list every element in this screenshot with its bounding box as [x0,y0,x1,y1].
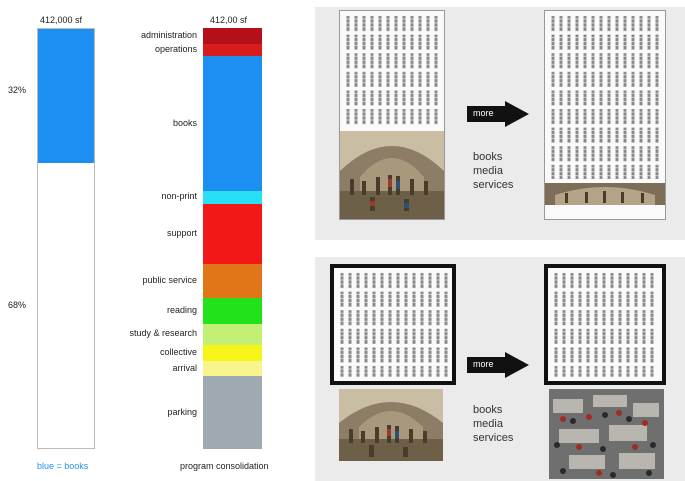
top-more-arrow: more [467,101,531,132]
left-bar-books-segment [38,29,94,164]
program-segment-label: study & research [129,328,197,339]
top-future-painting-image [545,183,665,205]
bottom-caption-line-3: services [473,432,514,444]
program-segment-operations [203,43,262,57]
program-segment-reading [203,297,262,324]
left-bar-legend: blue = books [37,461,89,471]
program-segment-support [203,203,262,264]
top-more-arrow-icon [467,101,529,127]
bottom-current-book-stacks-icon [338,272,448,377]
top-caption-line-1: books [473,151,503,163]
top-caption-line-3: services [473,179,514,191]
program-bar-total-label: 412,00 sf [210,15,248,25]
program-segment-study-research [203,323,262,345]
program-segment-label: operations [154,44,197,55]
program-segment-books [203,56,262,192]
program-bar [203,28,262,449]
top-caption: books media services [473,150,513,192]
program-segment-collective [203,345,262,361]
left-bar-other-percent: 68% [8,300,27,310]
bottom-future-crowd-image [549,389,664,479]
bottom-caption-line-2: media [473,418,503,430]
bottom-current-painting-image [339,389,443,461]
top-more-arrow-label: more [473,108,494,118]
program-segment-label: administration [140,29,197,40]
bottom-more-arrow-icon [467,352,529,378]
bottom-current-sheet [330,264,456,385]
program-segment-label: reading [166,304,197,315]
program-segment-parking [203,376,262,449]
bottom-caption-line-1: books [473,404,503,416]
left-bar-books-percent: 32% [8,85,27,95]
bottom-comparison-panel: more books media services [315,257,685,481]
bottom-caption: books media services [473,403,513,445]
left-bar [37,28,95,449]
program-segment-label: arrival [172,362,197,373]
top-future-book-stacks-icon [549,15,661,179]
bottom-future-sheet [544,264,666,385]
program-segment-label: non-print [161,191,197,202]
program-segment-label: support [166,227,197,238]
top-future-sheet [544,10,666,220]
program-segment-arrival [203,361,262,377]
program-segment-label: books [172,117,197,128]
program-segment-label: public service [142,274,197,285]
left-bar-total-label: 412,000 sf [40,15,83,25]
bottom-more-arrow: more [467,352,531,383]
program-segment-public-service [203,263,262,298]
top-current-book-stacks-icon [344,15,440,127]
program-bar-caption: program consolidation [180,461,269,471]
top-current-sheet [339,10,445,220]
top-comparison-panel: more books media services [315,7,685,240]
top-current-painting-image [340,131,444,219]
program-segment-non-print [203,191,262,204]
program-segment-label: parking [167,406,197,417]
bottom-more-arrow-label: more [473,359,494,369]
bottom-future-book-stacks-icon [552,272,658,377]
top-caption-line-2: media [473,165,503,177]
program-segment-administration [203,28,262,44]
program-segment-label: collective [159,347,197,357]
